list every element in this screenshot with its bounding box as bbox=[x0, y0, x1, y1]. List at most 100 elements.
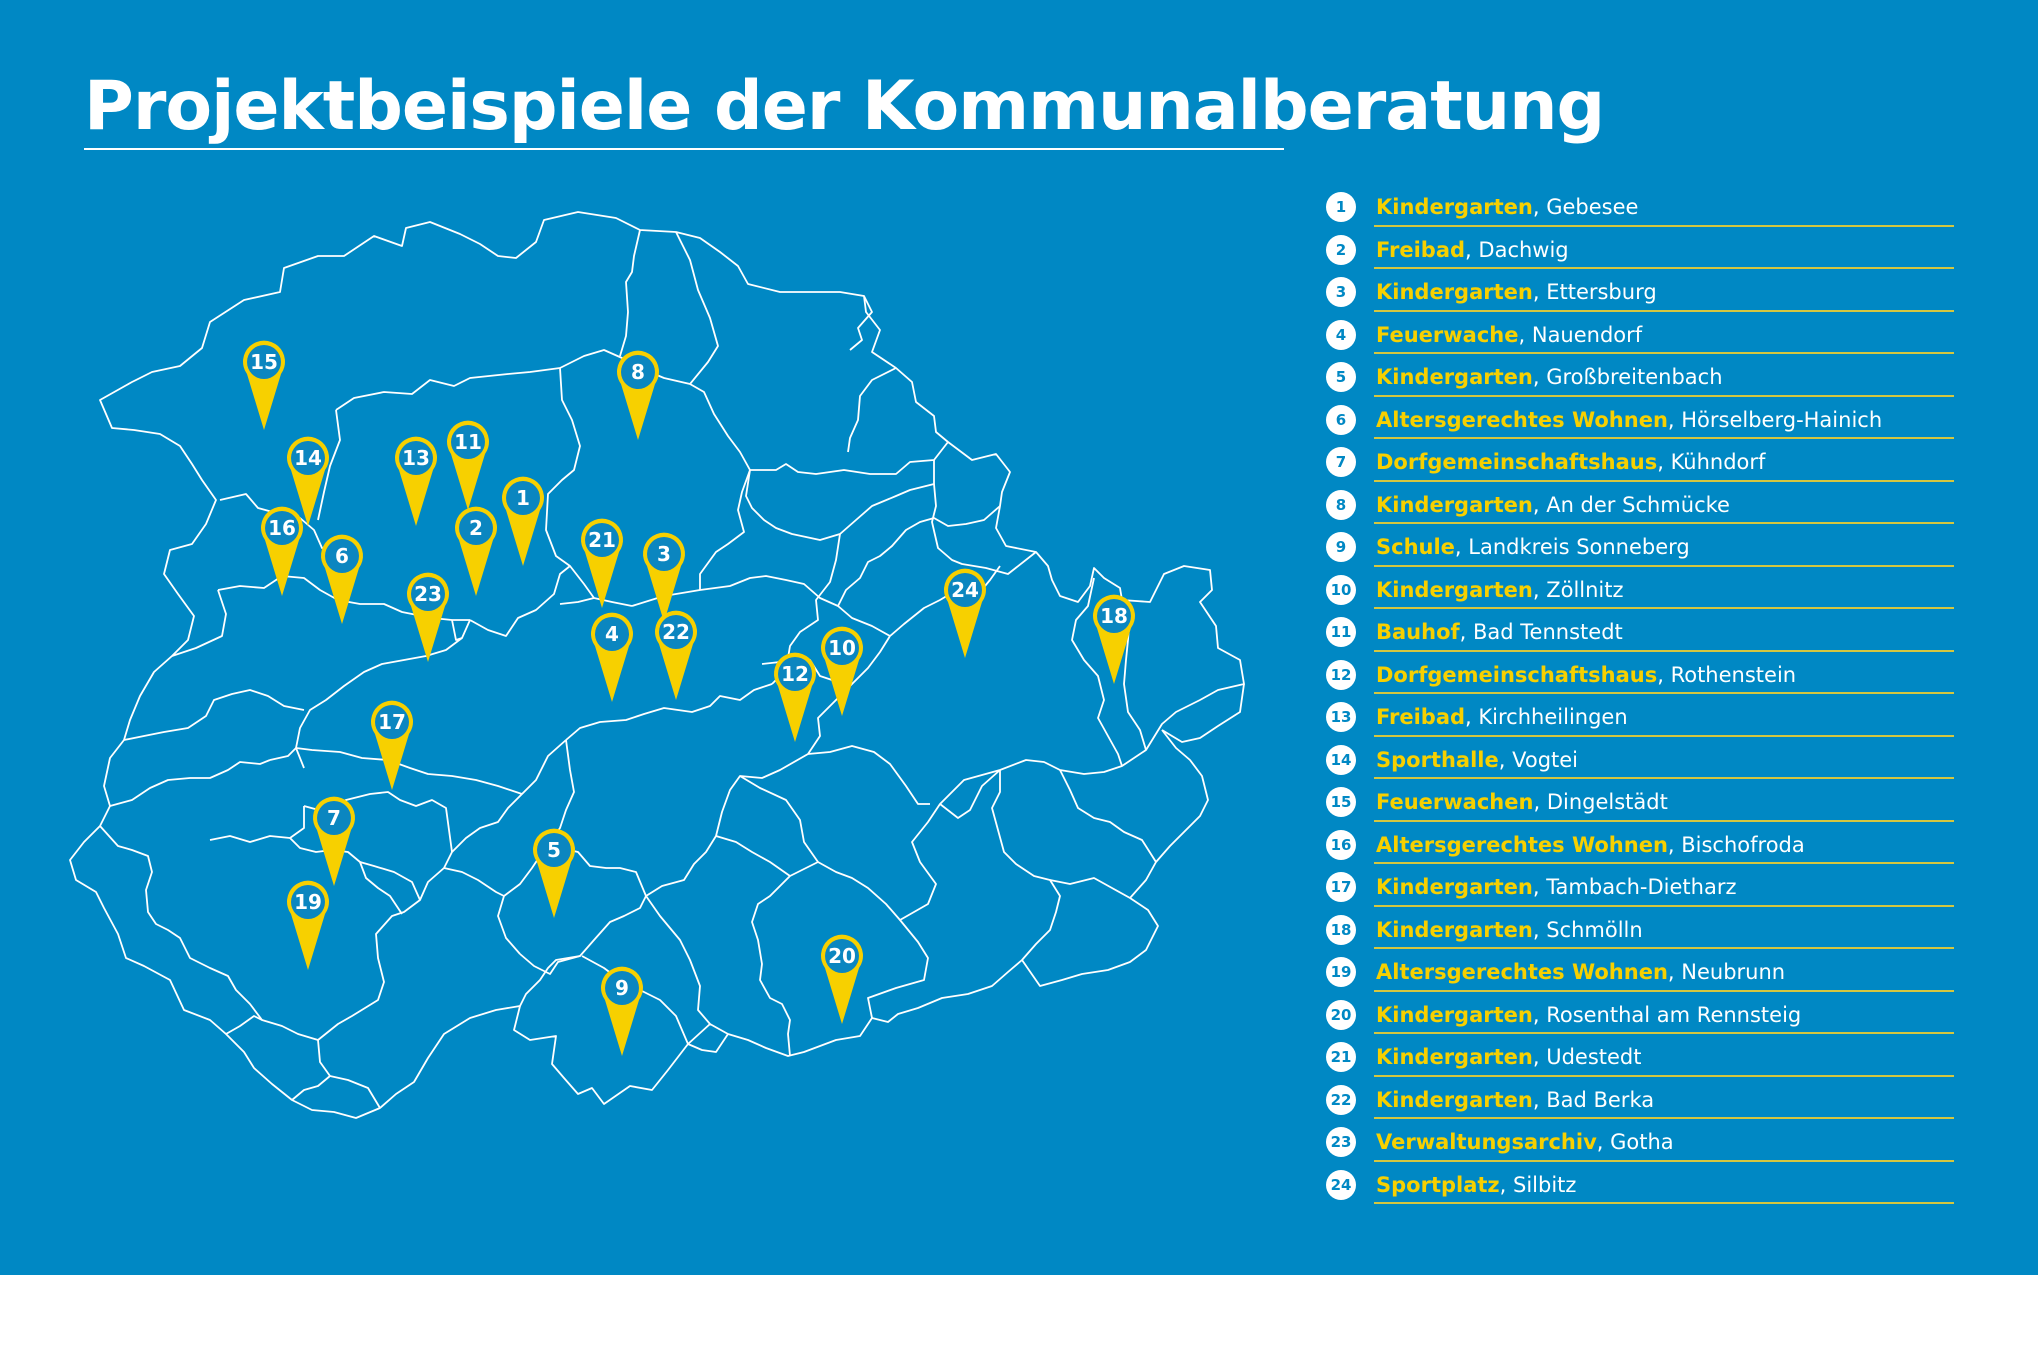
legend-item[interactable]: 10 Kindergarten, Zöllnitz bbox=[1326, 569, 1954, 612]
map-marker-21[interactable]: 21 bbox=[581, 518, 624, 608]
map-marker-24[interactable]: 24 bbox=[944, 568, 986, 658]
legend-item[interactable]: 9 Schule, Landkreis Sonneberg bbox=[1326, 526, 1954, 569]
legend-number-badge: 2 bbox=[1326, 234, 1356, 265]
legend-number-badge: 7 bbox=[1326, 447, 1356, 478]
map-marker-5[interactable]: 5 bbox=[533, 828, 575, 918]
map-marker-8[interactable]: 8 bbox=[617, 350, 659, 440]
map-marker-17[interactable]: 17 bbox=[371, 700, 413, 790]
legend-item[interactable]: 3 Kindergarten, Ettersburg bbox=[1326, 271, 1954, 314]
legend-item[interactable]: 4 Feuerwache, Nauendorf bbox=[1326, 314, 1954, 357]
map-marker-20[interactable]: 20 bbox=[821, 934, 863, 1024]
legend-item[interactable]: 15 Feuerwachen, Dingelstädt bbox=[1326, 781, 1954, 824]
legend-project-type: Kindergarten bbox=[1376, 492, 1533, 517]
legend-separator: , bbox=[1532, 1087, 1547, 1112]
legend-number-badge: 13 bbox=[1326, 702, 1356, 733]
legend-item[interactable]: 23 Verwaltungsarchiv, Gotha bbox=[1326, 1121, 1954, 1164]
legend-number-badge: 22 bbox=[1326, 1084, 1356, 1115]
map-pin-center bbox=[317, 801, 351, 835]
map-pin-center bbox=[605, 971, 639, 1005]
map-marker-number: 1 bbox=[516, 486, 530, 510]
legend-project-type: Freibad bbox=[1376, 237, 1466, 262]
legend-item[interactable]: 17 Kindergarten, Tambach-Dietharz bbox=[1326, 866, 1954, 909]
map-marker-number: 4 bbox=[605, 622, 619, 646]
map-marker-12[interactable]: 12 bbox=[774, 652, 816, 742]
legend-item[interactable]: 20 Kindergarten, Rosenthal am Rennsteig bbox=[1326, 994, 1954, 1037]
map-marker-1[interactable]: 1 bbox=[502, 476, 544, 566]
legend-item[interactable]: 1 Kindergarten, Gebesee bbox=[1326, 186, 1954, 229]
legend-number-badge: 24 bbox=[1326, 1169, 1356, 1200]
legend-project-type: Altersgerechtes Wohnen bbox=[1376, 832, 1668, 857]
map-pin-center bbox=[506, 481, 540, 515]
legend-project-type: Sporthalle bbox=[1376, 747, 1499, 772]
legend-item[interactable]: 8 Kindergarten, An der Schmücke bbox=[1326, 484, 1954, 527]
legend-item[interactable]: 6 Altersgerechtes Wohnen, Hörselberg-Hain… bbox=[1326, 399, 1954, 442]
legend-divider bbox=[1374, 479, 1954, 482]
legend-item[interactable]: 12 Dorfgemeinschaftshaus, Rothenstein bbox=[1326, 654, 1954, 697]
legend-item[interactable]: 7 Dorfgemeinschaftshaus, Kühndorf bbox=[1326, 441, 1954, 484]
map-marker-3[interactable]: 3 bbox=[643, 532, 685, 622]
legend-number-badge: 1 bbox=[1326, 192, 1356, 223]
map-marker-15[interactable]: 15 bbox=[243, 340, 285, 430]
legend-item[interactable]: 5 Kindergarten, Großbreitenbach bbox=[1326, 356, 1954, 399]
legend-separator: , bbox=[1533, 790, 1547, 815]
map-marker-6[interactable]: 6 bbox=[320, 534, 363, 624]
legend-project-type: Sportplatz bbox=[1376, 1172, 1500, 1197]
map-marker-10[interactable]: 10 bbox=[821, 626, 863, 716]
legend-item[interactable]: 11 Bauhof, Bad Tennstedt bbox=[1326, 611, 1954, 654]
legend-place: Bad Berka bbox=[1546, 1087, 1655, 1112]
legend-item[interactable]: 24 Sportplatz, Silbitz bbox=[1326, 1164, 1954, 1207]
map-marker-number: 2 bbox=[469, 516, 483, 540]
legend-divider bbox=[1374, 1159, 1954, 1162]
legend-divider bbox=[1374, 819, 1954, 822]
legend-divider bbox=[1374, 1032, 1954, 1034]
legend-divider bbox=[1374, 904, 1954, 907]
legend-project-type: Bauhof bbox=[1376, 620, 1460, 645]
map-marker-11[interactable]: 11 bbox=[447, 420, 489, 510]
state-outline bbox=[69, 211, 1245, 1119]
legend-project-type: Dorfgemeinschaftshaus bbox=[1376, 450, 1658, 475]
legend-item[interactable]: 2 Freibad, Dachwig bbox=[1326, 229, 1954, 272]
legend-item[interactable]: 19 Altersgerechtes Wohnen, Neubrunn bbox=[1326, 951, 1954, 994]
legend-separator: , bbox=[1667, 960, 1682, 985]
map-marker-14[interactable]: 14 bbox=[287, 436, 330, 526]
legend-project-type: Altersgerechtes Wohnen bbox=[1376, 407, 1668, 432]
legend-divider bbox=[1374, 1202, 1954, 1204]
legend-project-type: Feuerwachen bbox=[1376, 790, 1534, 815]
map-marker-13[interactable]: 13 bbox=[395, 436, 438, 526]
map-marker-7[interactable]: 7 bbox=[313, 796, 356, 886]
legend-item[interactable]: 21 Kindergarten, Udestedt bbox=[1326, 1036, 1954, 1079]
legend-item[interactable]: 16 Altersgerechtes Wohnen, Bischofroda bbox=[1326, 824, 1954, 867]
legend-divider bbox=[1374, 224, 1954, 227]
legend-label: Kindergarten, Zöllnitz bbox=[1376, 578, 1624, 602]
map-marker-22[interactable]: 22 bbox=[655, 610, 697, 700]
map-marker-4[interactable]: 4 bbox=[591, 612, 633, 702]
legend-item[interactable]: 18 Kindergarten, Schmölln bbox=[1326, 909, 1954, 952]
legend-label: Kindergarten, Schmölln bbox=[1376, 918, 1643, 942]
legend-number-badge: 5 bbox=[1326, 362, 1356, 393]
legend-label: Dorfgemeinschaftshaus, Rothenstein bbox=[1376, 663, 1796, 687]
legend-place: Nauendorf bbox=[1531, 322, 1643, 347]
legend-divider bbox=[1374, 989, 1954, 992]
map-marker-19[interactable]: 19 bbox=[287, 880, 329, 970]
legend-label: Kindergarten, Bad Berka bbox=[1376, 1088, 1654, 1112]
map-marker-16[interactable]: 16 bbox=[261, 506, 303, 596]
legend-label: Kindergarten, Großbreitenbach bbox=[1376, 365, 1723, 389]
map-marker-2[interactable]: 2 bbox=[455, 506, 497, 596]
legend-item[interactable]: 22 Kindergarten, Bad Berka bbox=[1326, 1079, 1954, 1122]
legend-divider bbox=[1374, 352, 1954, 354]
map-pin-center bbox=[291, 441, 325, 475]
map-marker-number: 8 bbox=[631, 360, 645, 384]
map-marker-23[interactable]: 23 bbox=[407, 572, 449, 662]
legend-place: Gebesee bbox=[1546, 195, 1639, 220]
legend-number-badge: 4 bbox=[1326, 319, 1356, 350]
legend-project-type: Altersgerechtes Wohnen bbox=[1376, 960, 1668, 985]
map-marker-9[interactable]: 9 bbox=[601, 966, 644, 1056]
map-marker-number: 3 bbox=[657, 542, 671, 566]
legend-project-type: Freibad bbox=[1376, 705, 1466, 730]
legend-item[interactable]: 13 Freibad, Kirchheilingen bbox=[1326, 696, 1954, 739]
map-marker-number: 5 bbox=[547, 838, 561, 862]
legend-label: Kindergarten, Ettersburg bbox=[1376, 280, 1657, 304]
map-marker-18[interactable]: 18 bbox=[1093, 594, 1135, 684]
legend-item[interactable]: 14 Sporthalle, Vogtei bbox=[1326, 739, 1954, 782]
